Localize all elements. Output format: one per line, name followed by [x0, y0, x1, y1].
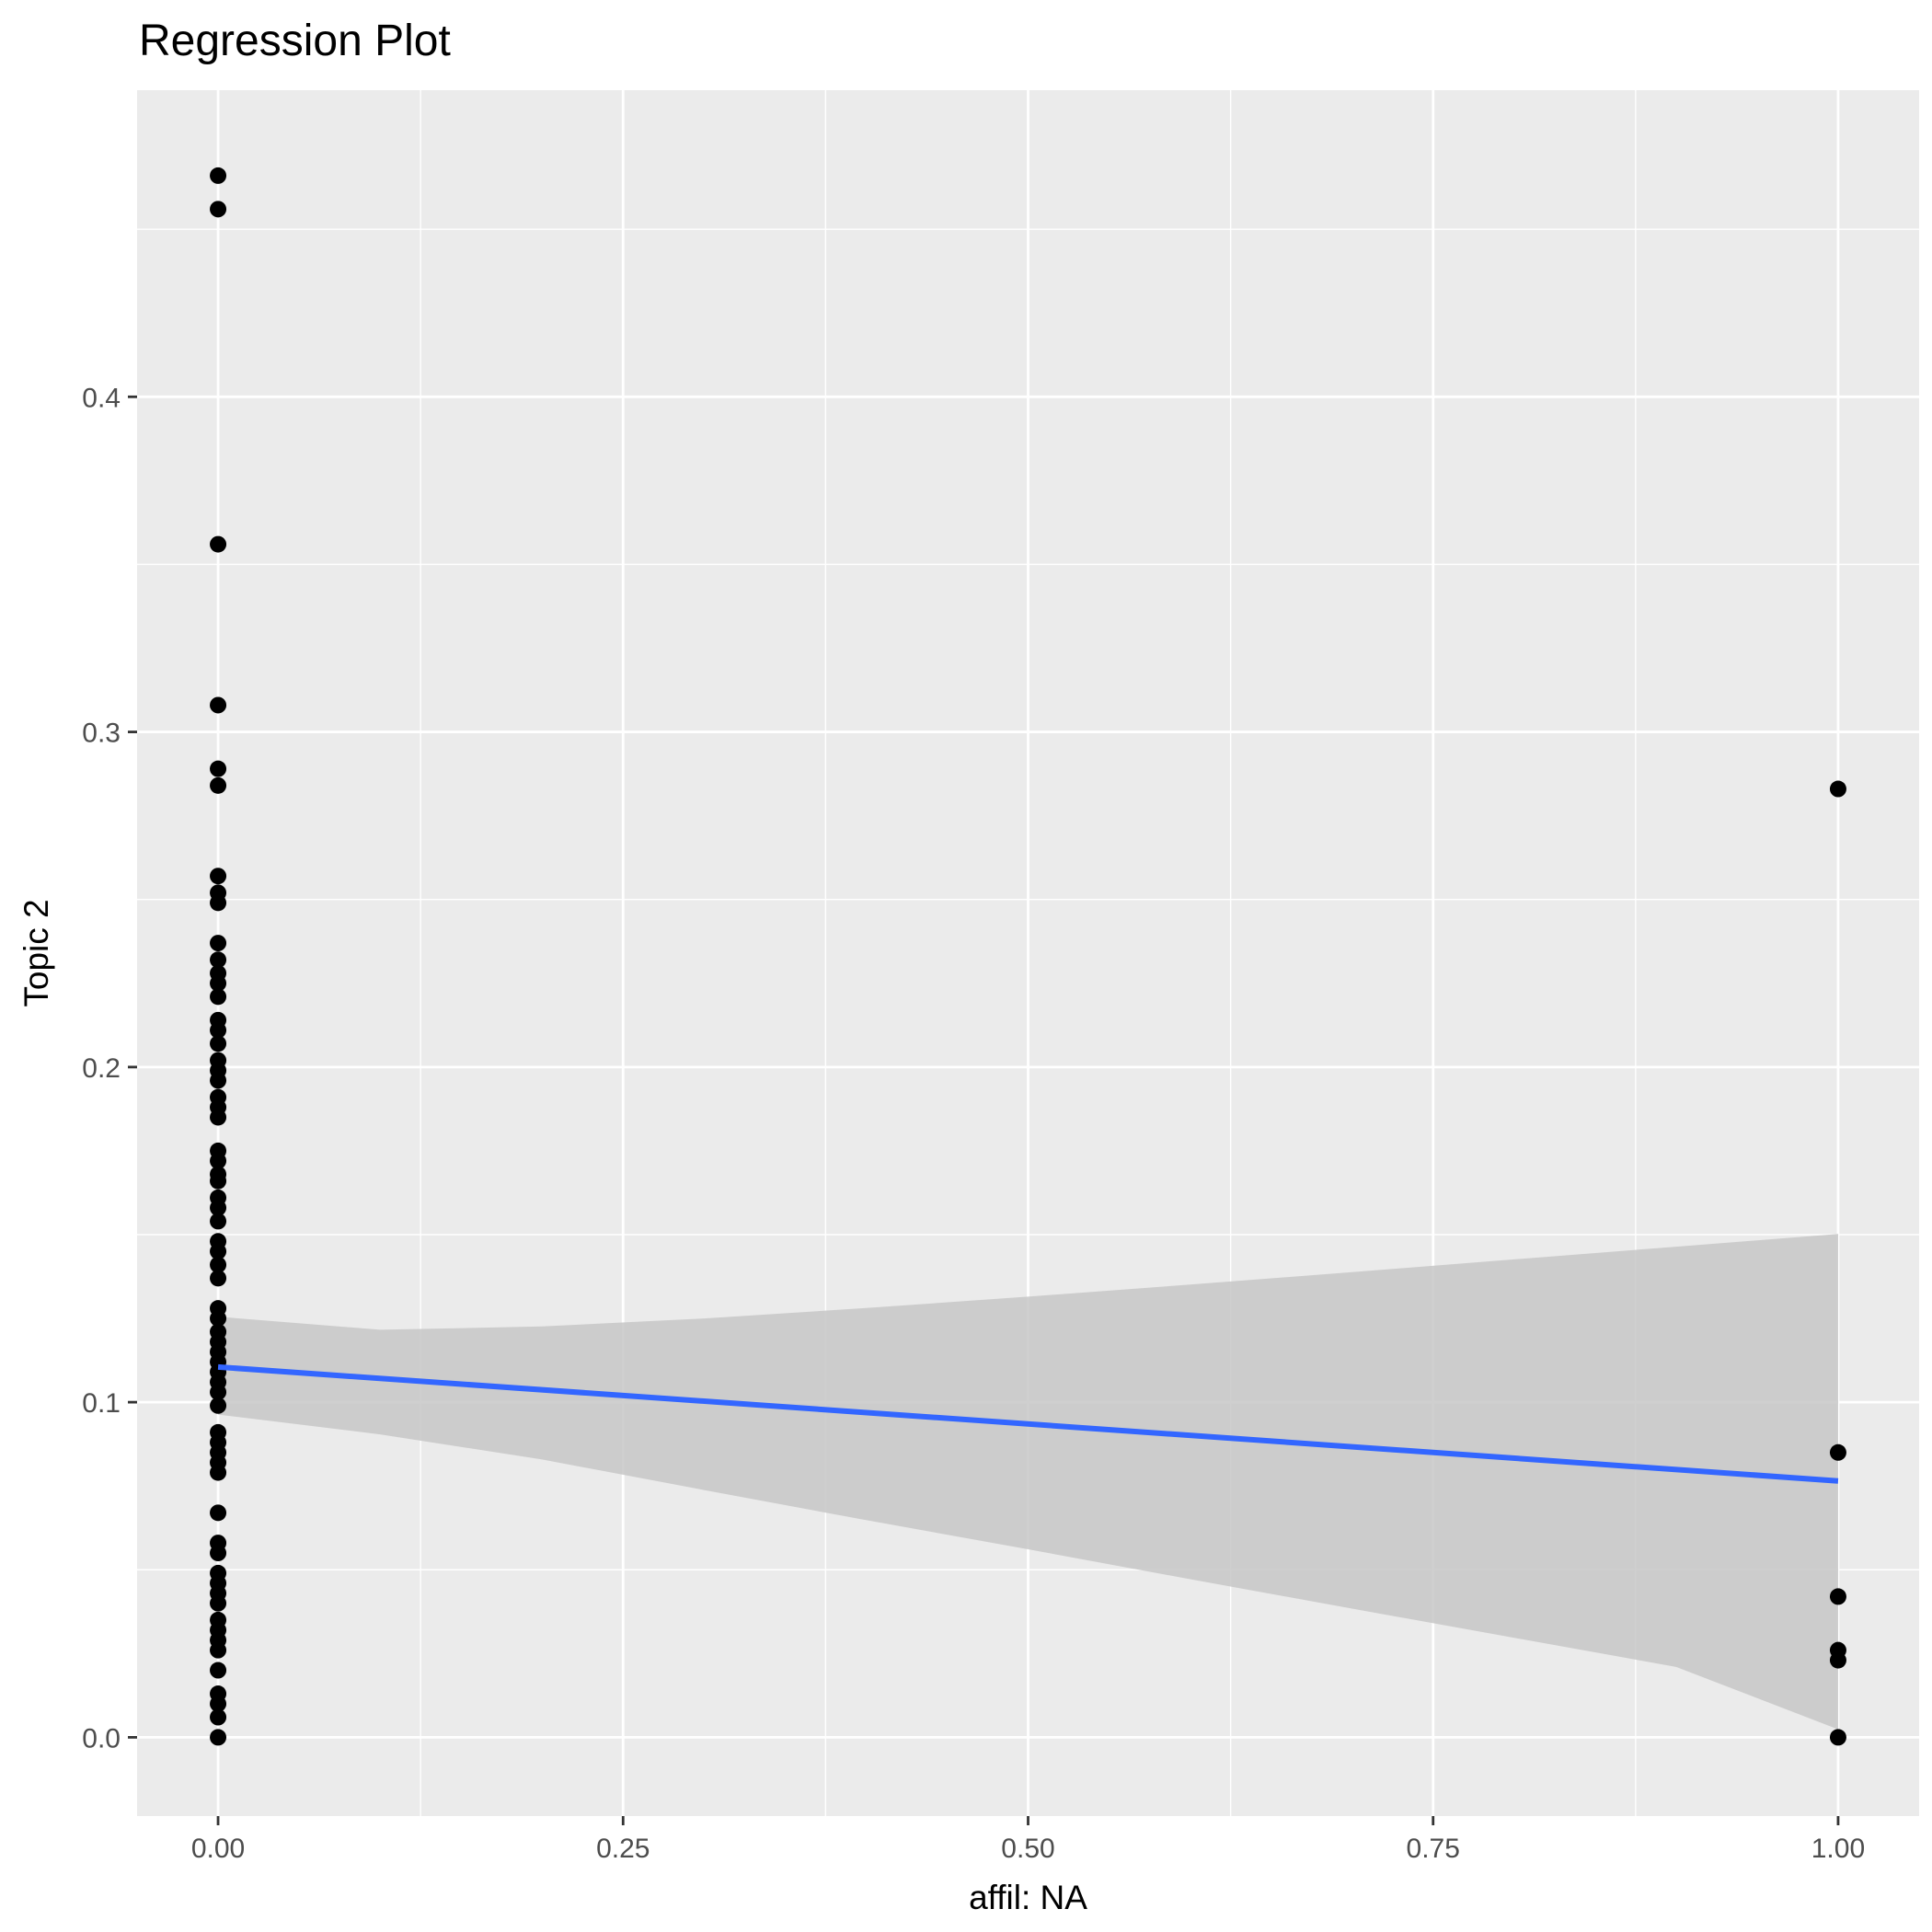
y-tick-label: 0.2 [82, 1053, 121, 1084]
data-point [210, 1594, 227, 1612]
y-tick-label: 0.1 [82, 1388, 121, 1419]
data-point [210, 1729, 227, 1746]
x-axis-ticks: 0.00 0.25 0.50 0.75 1.00 [191, 1816, 1865, 1864]
x-axis-title: affil: NA [969, 1879, 1087, 1916]
x-tick-label: 1.00 [1811, 1834, 1865, 1864]
x-tick-label: 0.75 [1407, 1834, 1460, 1864]
data-point [210, 951, 227, 969]
data-point [210, 1641, 227, 1659]
data-point [210, 760, 227, 777]
data-point [1829, 780, 1846, 798]
data-point [210, 1243, 227, 1260]
data-point [210, 201, 227, 218]
data-point [210, 1199, 227, 1216]
data-point [210, 988, 227, 1006]
y-tick-label: 0.4 [82, 383, 121, 413]
regression-line [217, 1363, 1839, 1484]
data-point [210, 894, 227, 912]
data-point [210, 1310, 227, 1328]
data-point [1829, 1588, 1846, 1605]
data-point [1829, 1651, 1846, 1669]
y-axis-title: Topic 2 [17, 899, 55, 1006]
data-point [210, 167, 227, 184]
data-point [210, 935, 227, 952]
data-point [210, 974, 227, 992]
data-point [210, 1072, 227, 1089]
data-point [210, 776, 227, 794]
scatter-points [210, 167, 1846, 1746]
data-point [210, 1384, 227, 1401]
data-point [210, 1504, 227, 1522]
data-point [210, 535, 227, 553]
data-point [210, 696, 227, 714]
data-point [210, 1256, 227, 1273]
data-point [210, 1021, 227, 1039]
confidence-band [218, 1234, 1838, 1730]
data-point [210, 1708, 227, 1726]
chart-title: Regression Plot [139, 17, 451, 65]
data-point [210, 1035, 227, 1052]
data-point [210, 1545, 227, 1562]
data-point [210, 1270, 227, 1287]
data-point [1829, 1729, 1846, 1746]
x-tick-label: 0.50 [1001, 1834, 1054, 1864]
x-tick-label: 0.25 [596, 1834, 650, 1864]
data-point [210, 1662, 227, 1679]
data-point [210, 1213, 227, 1230]
y-axis-ticks: 0.0 0.1 0.2 0.3 0.4 [82, 383, 137, 1754]
data-point [210, 1695, 227, 1712]
y-tick-label: 0.0 [82, 1723, 121, 1754]
data-point [210, 1109, 227, 1126]
data-point [210, 868, 227, 885]
data-point [210, 1152, 227, 1169]
data-point [1829, 1443, 1846, 1461]
data-point [210, 1172, 227, 1190]
y-tick-label: 0.3 [82, 719, 121, 749]
data-point [210, 1397, 227, 1414]
data-point [210, 1464, 227, 1481]
x-tick-label: 0.00 [191, 1834, 245, 1864]
